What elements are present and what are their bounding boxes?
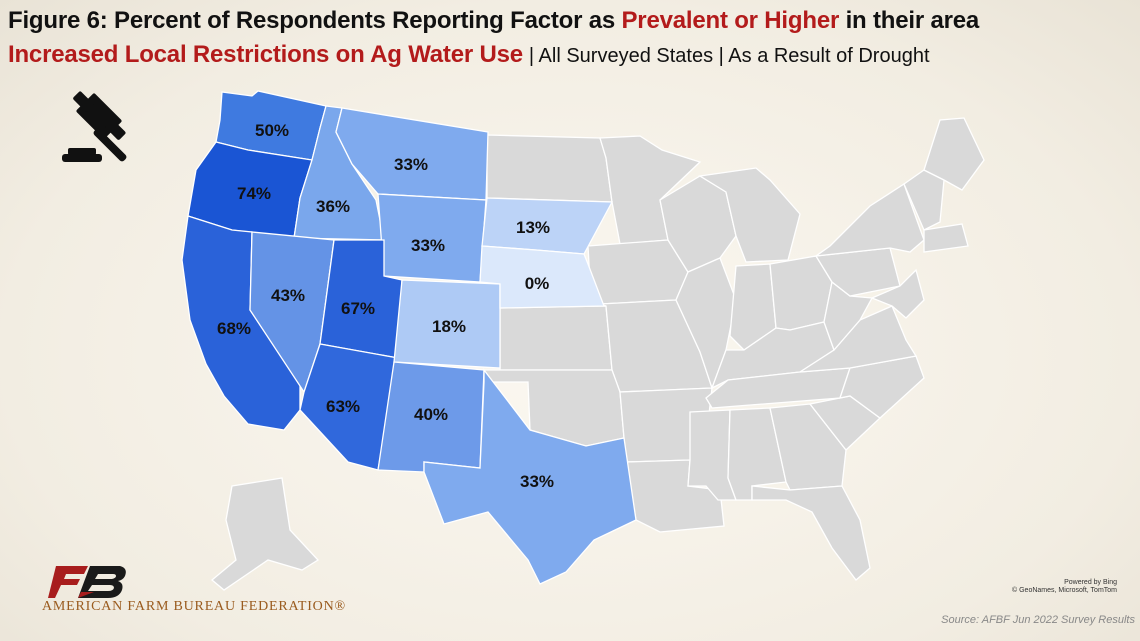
state-nebraska	[479, 245, 605, 309]
label-arizona: 63%	[326, 397, 360, 416]
state-new-york	[813, 183, 925, 257]
state-vermont-nh	[903, 169, 945, 231]
title-prefix: Figure 6: Percent of Respondents Reporti…	[8, 7, 616, 34]
map-credit-line1: Powered by Bing	[1064, 579, 1117, 586]
label-colorado: 18%	[432, 317, 466, 336]
label-nebraska: 0%	[525, 274, 550, 293]
label-montana: 33%	[394, 155, 428, 174]
state-kansas	[499, 305, 613, 371]
state-texas	[423, 368, 637, 585]
figure-title: Figure 6: Percent of Respondents Reporti…	[8, 7, 979, 35]
title-highlight: Prevalent or Higher	[621, 7, 840, 34]
label-texas: 33%	[520, 472, 554, 491]
state-iowa	[587, 239, 689, 305]
label-utah: 67%	[341, 299, 375, 318]
state-north-dakota	[486, 134, 613, 203]
label-south-dakota: 13%	[516, 218, 550, 237]
title-suffix: in their area	[845, 7, 980, 34]
subtitle-details: | All Surveyed States | As a Result of D…	[528, 45, 930, 67]
colored-states	[181, 90, 637, 585]
source-note: Source: AFBF Jun 2022 Survey Results	[941, 614, 1135, 626]
state-florida	[751, 485, 871, 581]
gavel-icon	[62, 91, 127, 162]
label-california: 68%	[217, 319, 251, 338]
state-colorado	[393, 279, 501, 369]
label-oregon: 74%	[237, 184, 271, 203]
state-alaska	[210, 477, 320, 591]
label-nevada: 43%	[271, 286, 305, 305]
state-maine	[923, 117, 985, 191]
state-maryland-delaware-nj	[870, 268, 925, 319]
map-credit: Powered by Bing © GeoNames, Microsoft, T…	[1012, 579, 1117, 595]
organization-name: AMERICAN FARM BUREAU FEDERATION®	[42, 599, 346, 614]
subtitle-factor: Increased Local Restrictions on Ag Water…	[8, 41, 523, 68]
state-michigan	[698, 167, 801, 263]
state-virginia	[799, 305, 918, 373]
map-credit-line2: © GeoNames, Microsoft, TomTom	[1012, 587, 1117, 594]
label-new-mexico: 40%	[414, 405, 448, 424]
state-labels: 50% 74% 68% 36% 43% 33% 33% 67% 63% 18% …	[217, 121, 554, 491]
label-idaho: 36%	[316, 197, 350, 216]
state-mass-ct-ri	[923, 223, 969, 253]
label-washington: 50%	[255, 121, 289, 140]
farm-bureau-logo	[48, 566, 126, 598]
figure-subtitle: Increased Local Restrictions on Ag Water…	[8, 41, 930, 69]
no-data-states	[210, 117, 985, 591]
label-wyoming: 33%	[411, 236, 445, 255]
